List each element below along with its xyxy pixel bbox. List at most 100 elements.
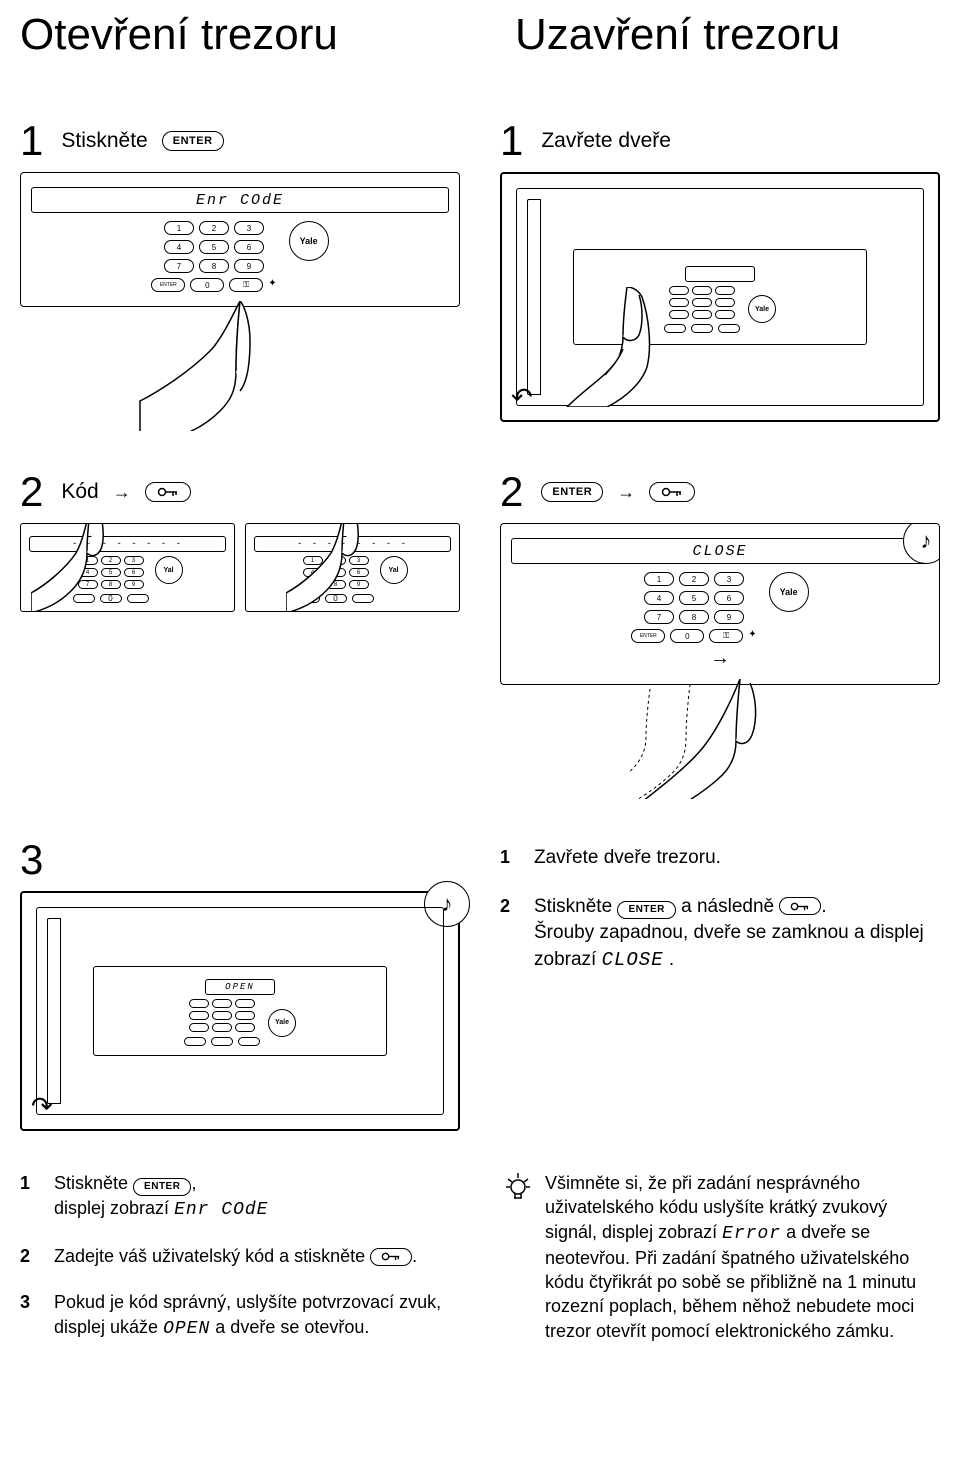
safe-illustration: Yale ↶ bbox=[500, 172, 940, 422]
brand-dial: Yale bbox=[748, 295, 776, 323]
mini-panel-b: - - - - - - - - 123456789 0 Yal bbox=[245, 523, 460, 612]
key-pill bbox=[779, 897, 821, 915]
open-text-1: 1 Stiskněte ENTER, displej zobrazí Enr C… bbox=[20, 1171, 455, 1222]
arrow-icon: → bbox=[113, 482, 131, 503]
num: 1 bbox=[20, 1171, 38, 1222]
step-line: 1 Stiskněte ENTER bbox=[20, 120, 460, 162]
row-3: 3 ♪ OPEN Yale bbox=[20, 839, 940, 1131]
step-number: 1 bbox=[20, 120, 43, 162]
step-line: 2 ENTER → bbox=[500, 471, 940, 513]
brand-dial: Yale bbox=[769, 572, 809, 612]
enter-pill: ENTER bbox=[617, 901, 675, 919]
lcd-display bbox=[685, 266, 755, 282]
mini-panel-a: - - - - - - - - 123456789 0 Yal bbox=[20, 523, 235, 612]
close-arrow-icon: ↶ bbox=[511, 382, 533, 413]
arrow-icon: → bbox=[617, 482, 635, 503]
key-1: 1 bbox=[164, 221, 194, 235]
open-text-3: 3 Pokud je kód správný, uslyšíte potvrzo… bbox=[20, 1290, 455, 1341]
brand-dial: Yal bbox=[155, 556, 183, 584]
bulb-icon bbox=[505, 1171, 531, 1343]
key-lock: ⚿ bbox=[229, 278, 263, 292]
open-arrow-icon: ↷ bbox=[31, 1091, 53, 1122]
step-number: 2 bbox=[20, 471, 43, 513]
step-number: 3 bbox=[20, 839, 43, 881]
enter-pill: ENTER bbox=[133, 1178, 191, 1196]
lcd-display: Enr COdE bbox=[31, 187, 449, 213]
keypad: 123 456 789 bbox=[631, 572, 756, 624]
keypad: 123 456 789 bbox=[151, 221, 276, 273]
num: 1 bbox=[500, 845, 518, 872]
close-summary: 1 Zavřete dveře trezoru. 2 Stiskněte ENT… bbox=[500, 839, 940, 995]
key-5: 5 bbox=[199, 240, 229, 254]
open-step-3: 3 ♪ OPEN Yale bbox=[20, 839, 460, 1131]
slide-arrow-icon: → bbox=[511, 647, 929, 670]
summary-item-1: 1 Zavřete dveře trezoru. bbox=[500, 845, 940, 872]
text: Stiskněte ENTER, displej zobrazí Enr COd… bbox=[54, 1171, 268, 1222]
key-9: 9 bbox=[234, 259, 264, 273]
light-icon: ✦ bbox=[268, 278, 276, 292]
text: Zadejte váš uživatelský kód a stiskněte … bbox=[54, 1244, 417, 1268]
label-close-door: Zavřete dveře bbox=[541, 129, 671, 153]
close-step-2: 2 ENTER → ♪ CLOSE 123 456 789 bbox=[500, 471, 940, 799]
label-code: Kód bbox=[61, 480, 98, 504]
bottom-section: 1 Stiskněte ENTER, displej zobrazí Enr C… bbox=[20, 1171, 940, 1363]
label-press: Stiskněte bbox=[61, 129, 147, 153]
page: Otevření trezoru Uzavření trezoru 1 Stis… bbox=[20, 10, 940, 1363]
key-pill bbox=[649, 482, 695, 502]
enter-pill: ENTER bbox=[162, 131, 224, 151]
close-step-1: 1 Zavřete dveře bbox=[500, 120, 940, 422]
key-8: 8 bbox=[199, 259, 229, 273]
text: Stiskněte ENTER a následně . Šrouby zapa… bbox=[534, 894, 940, 974]
summary-item-2: 2 Stiskněte ENTER a následně . Šrouby za… bbox=[500, 894, 940, 974]
door-gap bbox=[527, 199, 541, 395]
dual-panels: - - - - - - - - 123456789 0 Yal - - - - … bbox=[20, 523, 460, 612]
tip-body: Všimněte si, že při zadání nesprávného u… bbox=[545, 1171, 940, 1343]
text: Zavřete dveře trezoru. bbox=[534, 845, 721, 872]
open-steps-text: 1 Stiskněte ENTER, displej zobrazí Enr C… bbox=[20, 1171, 455, 1363]
brand-dial: Yale bbox=[268, 1009, 296, 1037]
key-enter: ENTER bbox=[151, 278, 185, 292]
door-gap bbox=[47, 918, 61, 1104]
tip-text: Všimněte si, že při zadání nesprávného u… bbox=[505, 1171, 940, 1363]
keypad-panel: ♪ CLOSE 123 456 789 ENTER0⚿✦ Yale → bbox=[500, 523, 940, 685]
open-step-1: 1 Stiskněte ENTER Enr COdE 123 456 789 E… bbox=[20, 120, 460, 431]
seg-error: Error bbox=[722, 1224, 781, 1244]
text: Pokud je kód správný, uslyšíte potvrzova… bbox=[54, 1290, 455, 1341]
row-2: 2 Kód → - - - - - - - - 123456789 0 Yal bbox=[20, 471, 940, 799]
key-4: 4 bbox=[164, 240, 194, 254]
num: 3 bbox=[20, 1290, 38, 1341]
hand-illustration bbox=[500, 679, 940, 799]
key-pill bbox=[370, 1248, 412, 1266]
hand-illustration bbox=[286, 523, 406, 612]
brand-dial: Yale bbox=[289, 221, 329, 261]
safe-illustration: ♪ OPEN Yale ↷ bbox=[20, 891, 460, 1131]
key-2: 2 bbox=[199, 221, 229, 235]
step-line: 2 Kód → bbox=[20, 471, 460, 513]
step-line: 3 bbox=[20, 839, 460, 881]
headings: Otevření trezoru Uzavření trezoru bbox=[20, 10, 940, 60]
num: 2 bbox=[500, 894, 518, 974]
key-pill bbox=[145, 482, 191, 502]
enter-pill: ENTER bbox=[541, 482, 603, 502]
heading-close: Uzavření trezoru bbox=[485, 10, 940, 60]
row-1: 1 Stiskněte ENTER Enr COdE 123 456 789 E… bbox=[20, 120, 940, 431]
step-line: 1 Zavřete dveře bbox=[500, 120, 940, 162]
keypad-bottom-row: ENTER 0 ⚿ ✦ bbox=[151, 278, 276, 292]
open-step-2: 2 Kód → - - - - - - - - 123456789 0 Yal bbox=[20, 471, 460, 612]
seg-open: OPEN bbox=[163, 1319, 210, 1339]
key-0: 0 bbox=[190, 278, 224, 292]
safe-keypad-panel: OPEN Yale bbox=[93, 966, 387, 1057]
step-number: 1 bbox=[500, 120, 523, 162]
num: 2 bbox=[20, 1244, 38, 1268]
keypad-panel: Enr COdE 123 456 789 ENTER 0 ⚿ ✦ bbox=[20, 172, 460, 307]
key-7: 7 bbox=[164, 259, 194, 273]
open-text-2: 2 Zadejte váš uživatelský kód a stisknět… bbox=[20, 1244, 455, 1268]
hand-illustration bbox=[557, 287, 717, 407]
heading-open: Otevření trezoru bbox=[20, 10, 445, 60]
key-6: 6 bbox=[234, 240, 264, 254]
hand-illustration bbox=[31, 523, 151, 612]
seg-enrcode: Enr COdE bbox=[174, 1200, 268, 1220]
step-number: 2 bbox=[500, 471, 523, 513]
hand-illustration bbox=[20, 301, 460, 431]
lcd-display: CLOSE bbox=[511, 538, 929, 564]
